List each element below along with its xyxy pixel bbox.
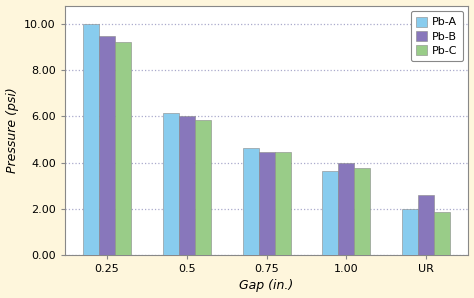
Bar — [402, 209, 418, 255]
Bar — [355, 168, 370, 255]
Bar — [259, 152, 274, 255]
Bar — [195, 120, 211, 255]
Bar — [99, 35, 115, 255]
Bar — [83, 24, 99, 255]
Bar — [338, 162, 355, 255]
Bar — [434, 212, 450, 255]
Bar — [418, 195, 434, 255]
X-axis label: Gap (in.): Gap (in.) — [239, 280, 294, 292]
Bar — [163, 113, 179, 255]
Bar — [179, 116, 195, 255]
Bar — [274, 152, 291, 255]
Bar — [115, 43, 131, 255]
Legend: Pb-A, Pb-B, Pb-C: Pb-A, Pb-B, Pb-C — [411, 11, 463, 61]
Y-axis label: Pressure (psi): Pressure (psi) — [6, 87, 18, 173]
Bar — [243, 148, 259, 255]
Bar — [322, 171, 338, 255]
